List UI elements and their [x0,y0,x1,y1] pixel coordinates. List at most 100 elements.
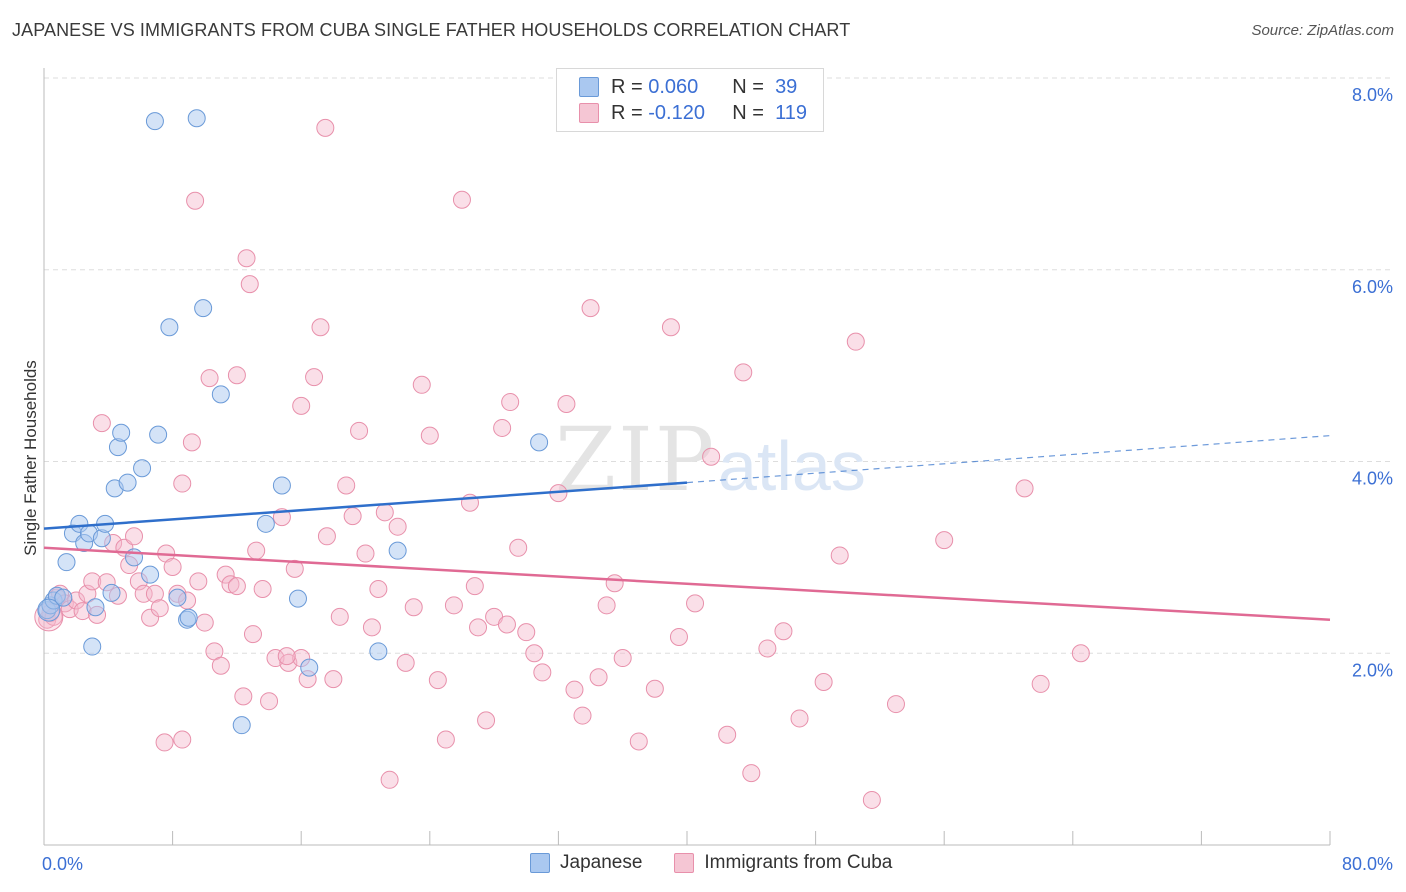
cuba-point [221,575,240,594]
cuba-point [173,474,192,493]
japanese-point [141,565,160,584]
cuba-point [369,580,388,599]
cuba-point [830,546,849,565]
grid-lines [44,77,1392,654]
series-legend: Japanese Immigrants from Cuba [530,852,924,874]
y-axis-label: Single Father Households [21,360,40,556]
cuba-point [501,393,520,412]
cuba-point [330,607,349,626]
legend-row-cuba: R = -0.120 N = 119 [579,101,807,125]
cuba-point [237,249,256,268]
japanese-point [102,583,121,602]
cuba-point [92,414,111,433]
r-label: R = [611,101,643,124]
japanese-point [149,425,168,444]
tick-labels: 2.0% 4.0% 6.0% 8.0% 0.0% 80.0% [42,85,1393,874]
cuba-point [645,679,664,698]
cuba-point [227,577,246,596]
cuba-point [444,596,463,615]
cuba-point [497,615,516,634]
cuba-point [533,663,552,682]
cuba-point [790,709,809,728]
japanese-point [300,658,319,677]
legend-label-cuba: Immigrants from Cuba [704,852,893,873]
cuba-point [350,421,369,440]
cuba-point [420,426,439,445]
cuba-point [125,527,144,546]
cuba-point [814,673,833,692]
cuba-point [465,577,484,596]
cuba-swatch [579,103,599,123]
japanese-point [530,433,549,452]
cuba-point [234,687,253,706]
cuba-point [452,190,471,209]
r-value: 0.060 [648,75,699,98]
cuba-point [557,394,576,413]
legend-item-japanese: Japanese [530,852,642,874]
cuba-point [565,680,584,699]
cuba-point [186,191,205,210]
cuba-point [935,531,954,550]
cuba-point [305,368,324,387]
cuba-point [428,671,447,690]
cuba-point [182,433,201,452]
cuba-point [216,565,235,584]
y-tick-label: 4.0% [1352,469,1393,489]
r-label: R = [611,75,643,98]
cuba-point [436,730,455,749]
cuba-point [702,447,721,466]
cuba-point [686,594,705,613]
japanese-point [57,553,76,572]
stats-legend: R = 0.060 N = 39 R = -0.120 N = 119 [556,68,824,132]
cuba-point [150,599,169,618]
cuba-point [189,572,208,591]
cuba-point [253,580,272,599]
cuba-point [774,622,793,641]
cuba-point [1031,674,1050,693]
y-tick-label: 8.0% [1352,85,1393,105]
y-tick-label: 6.0% [1352,277,1393,297]
japanese-point [211,385,230,404]
cuba-point [661,318,680,337]
cuba-point [277,647,296,666]
cuba-point [324,670,343,689]
japanese-swatch [579,77,599,97]
cuba-point [1015,479,1034,498]
japanese-cluster-point [37,598,61,622]
n-label: N = [732,75,764,98]
r-value: -0.120 [648,101,705,124]
cuba-point [477,711,496,730]
cuba-point [734,363,753,382]
cuba-point [285,559,304,578]
cuba-point [718,725,737,744]
cuba-point [605,574,624,593]
cuba-point [155,733,174,752]
japanese-point [179,608,198,627]
japanese-point [83,637,102,656]
japanese-point [168,588,187,607]
x-tick-label-max: 80.0% [1342,854,1393,874]
trend-lines [43,435,1331,621]
series-japanese-points [37,109,549,735]
svg-text:ZIP: ZIP [555,408,716,511]
cuba-point [380,770,399,789]
cuba-point [173,730,192,749]
japanese-swatch [530,853,550,873]
cuba-point [343,507,362,526]
cuba-point [597,596,616,615]
zipatlas-watermark: ZIP atlas [555,408,866,511]
cuba-point [83,572,102,591]
cuba-point [163,557,182,576]
japanese-point [86,598,105,617]
n-value: 119 [775,101,807,124]
cuba-point [243,625,262,644]
japanese-point [112,423,131,442]
cuba-point [211,656,230,675]
legend-label-japanese: Japanese [560,852,643,873]
cuba-point [525,644,544,663]
japanese-point [160,318,179,337]
cuba-point [362,618,381,637]
cuba-point [404,598,423,617]
cuba-point [846,332,865,351]
cuba-point [613,649,632,668]
